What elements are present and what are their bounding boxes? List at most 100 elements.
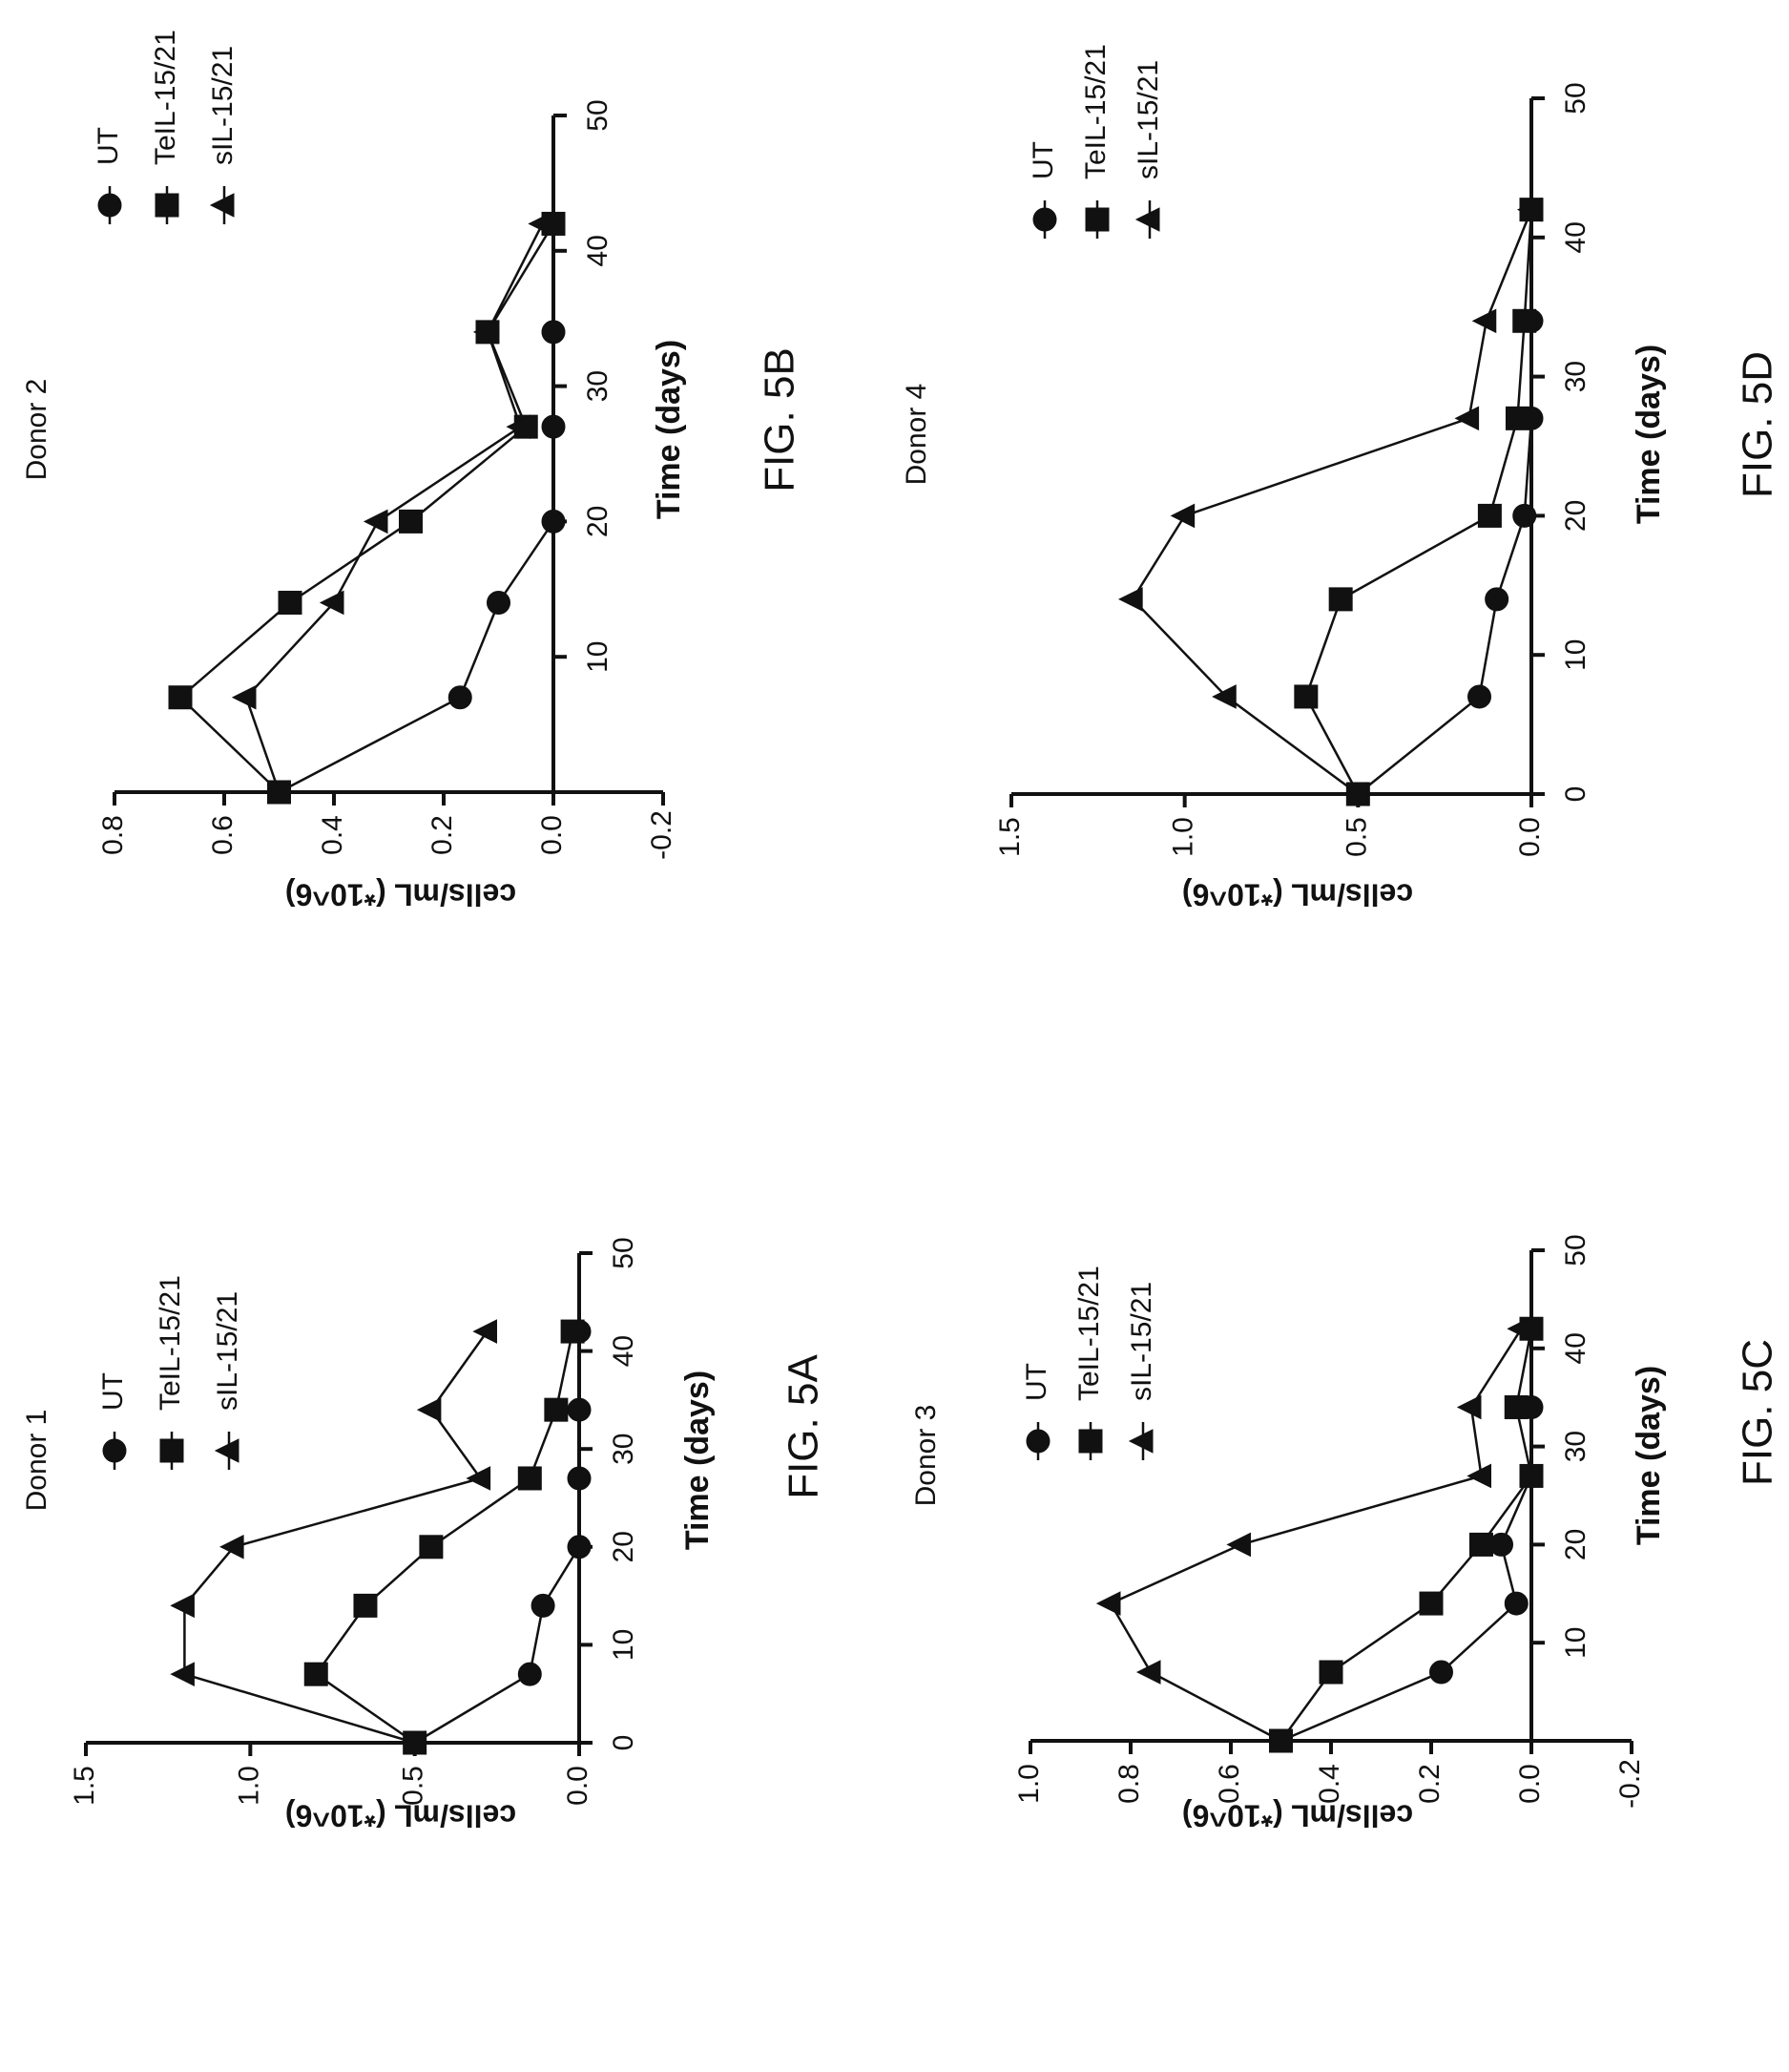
y-tick-label: 0.0 (562, 1766, 593, 1806)
x-tick-label: 20 (1560, 500, 1591, 532)
y-tick-label: 0.5 (1341, 817, 1372, 857)
legend-entry: UT (97, 1372, 129, 1470)
data-point (363, 509, 388, 534)
chart-title: Donor 1 (21, 1410, 52, 1512)
legend-marker (1085, 207, 1110, 232)
x-axis-label: Time (days) (1631, 345, 1667, 524)
y-tick-label: 0.4 (1314, 1764, 1345, 1804)
data-point (528, 211, 552, 237)
legend-entry: UT (93, 127, 124, 224)
data-point (506, 414, 530, 439)
x-axis-label: Time (days) (679, 1371, 716, 1550)
data-point (1489, 1532, 1513, 1557)
legend-entry: TeIL-15/21 (155, 1275, 186, 1470)
data-point (1469, 1532, 1493, 1557)
data-point (1516, 197, 1542, 222)
y-axis-label: cells/mL (*10^6) (285, 1799, 516, 1833)
x-axis-label: Time (days) (651, 340, 687, 519)
data-point (1319, 1660, 1343, 1685)
x-tick-label: 50 (608, 1237, 639, 1268)
y-tick-label: 1.5 (69, 1766, 100, 1806)
series-triangle (1095, 1316, 1531, 1753)
x-tick-label: 40 (582, 235, 614, 266)
x-tick-label: 40 (608, 1335, 639, 1367)
legend-label: UT (1028, 141, 1059, 179)
data-point (544, 1397, 569, 1422)
figure-label: FIG. 5D (1735, 351, 1781, 498)
data-point (419, 1535, 444, 1559)
data-point (416, 1397, 442, 1422)
data-point (567, 1466, 592, 1491)
data-point (541, 509, 566, 534)
y-tick-label: -0.2 (1614, 1759, 1646, 1809)
data-point (170, 1593, 195, 1619)
legend-entry: sIL-15/21 (1133, 60, 1164, 239)
data-point (1519, 1463, 1544, 1488)
chart-title: Donor 3 (910, 1405, 942, 1507)
legend-entry: sIL-15/21 (212, 1291, 243, 1470)
data-point (1294, 684, 1319, 709)
data-point (319, 590, 344, 616)
series-line (1304, 209, 1533, 795)
data-point (1118, 587, 1143, 612)
legend-marker (1032, 207, 1057, 232)
legend-marker (214, 1438, 239, 1463)
x-tick-label: 20 (582, 506, 614, 537)
data-point (1226, 1532, 1251, 1558)
data-point (168, 685, 193, 710)
chart-panel-4: 0 10 20 30 40 50 0.0 0.5 1.0 1.5 Donor 4 Time (days… (901, 44, 1781, 911)
series-triangle (170, 1319, 497, 1755)
legend-label: TeIL-15/21 (1080, 44, 1112, 179)
legend-label: sIL-15/21 (212, 1291, 243, 1411)
x-tick-label: 10 (608, 1629, 639, 1661)
figure-label: FIG. 5A (780, 1354, 827, 1499)
x-tick-label: 0 (608, 1735, 639, 1751)
data-point (1454, 406, 1480, 431)
legend-marker (1134, 207, 1160, 232)
legend-marker (1128, 1429, 1154, 1454)
data-point (1467, 684, 1491, 709)
x-tick-label: 50 (1560, 1234, 1591, 1266)
data-point (264, 780, 289, 805)
data-point (1429, 1660, 1453, 1685)
data-point (472, 320, 498, 345)
legend-entry: sIL-15/21 (207, 46, 239, 224)
data-point (530, 1593, 555, 1618)
data-point (1170, 503, 1196, 529)
y-tick-label: 0.0 (536, 815, 568, 855)
legend-label: TeIL-15/21 (150, 30, 181, 165)
data-point (1135, 1660, 1161, 1685)
data-point (1512, 503, 1537, 528)
data-point (1471, 308, 1497, 334)
series-line (1280, 1329, 1533, 1743)
legend-label: TeIL-15/21 (1073, 1266, 1105, 1401)
legend-entry: TeIL-15/21 (150, 30, 181, 224)
legend-entry: TeIL-15/21 (1080, 44, 1112, 239)
data-point (399, 509, 423, 534)
data-point (1477, 503, 1502, 528)
data-point (1467, 1463, 1491, 1489)
series-line (1279, 1329, 1533, 1742)
legend-label: TeIL-15/21 (155, 1275, 186, 1411)
x-tick-label: 30 (582, 370, 614, 402)
series-triangle (1118, 197, 1542, 806)
legend-marker (159, 1438, 184, 1463)
data-point (560, 1319, 585, 1344)
data-point (517, 1466, 542, 1491)
y-tick-label: 0.2 (1414, 1764, 1446, 1804)
x-tick-label: 50 (582, 99, 614, 131)
data-point (170, 1662, 195, 1686)
x-tick-label: 0 (1560, 786, 1591, 803)
data-point (487, 590, 510, 615)
legend-marker (1026, 1429, 1051, 1454)
data-point (278, 590, 302, 615)
legend-entry: UT (1021, 1363, 1052, 1460)
legend-label: sIL-15/21 (207, 46, 239, 165)
data-point (472, 1319, 497, 1344)
x-tick-label: 40 (1560, 1332, 1591, 1364)
y-tick-label: 0.5 (398, 1766, 429, 1806)
series-line (1109, 1328, 1523, 1743)
x-tick-label: 40 (1560, 221, 1591, 253)
legend-marker (97, 193, 122, 218)
y-tick-label: 1.5 (994, 817, 1026, 857)
